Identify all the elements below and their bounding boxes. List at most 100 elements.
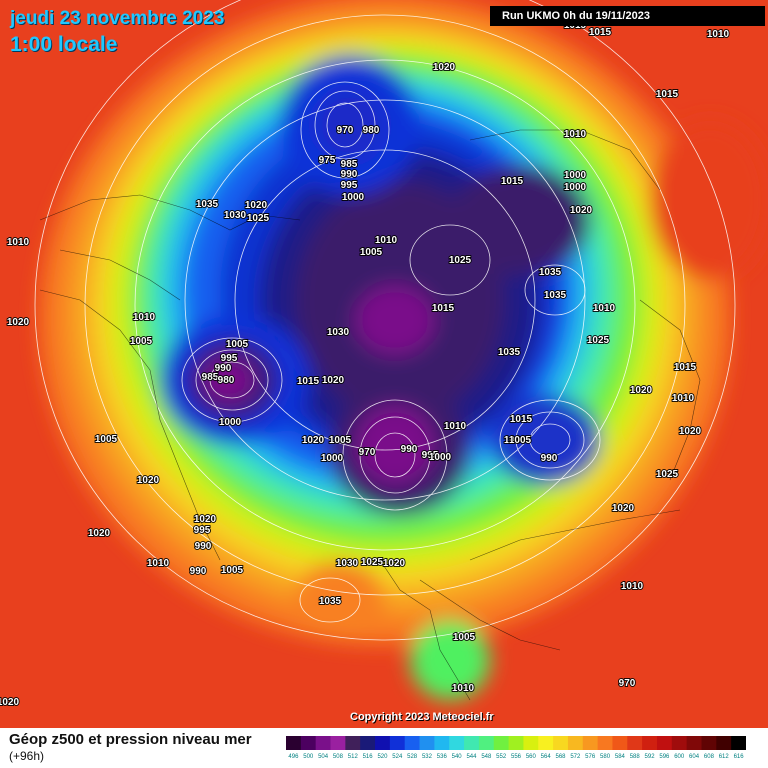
scale-swatch: [642, 736, 658, 750]
isobar-label: 990: [215, 363, 232, 374]
isobar-label: 1010: [564, 129, 587, 140]
isobar-label: 1015: [656, 89, 679, 100]
scale-tick: 500: [303, 754, 314, 760]
scale-swatch: [716, 736, 732, 750]
isobar-label: 1005: [221, 565, 244, 576]
isobar-label: 1020: [0, 697, 20, 708]
isobar-label: 1020: [383, 558, 406, 569]
isobar-label: 1005: [509, 435, 532, 446]
scale-swatch: [434, 736, 450, 750]
isobar-label: 985: [341, 159, 358, 170]
scale-tick: 536: [437, 754, 448, 760]
scale-tick: 588: [630, 754, 641, 760]
isobar-label: 990: [401, 444, 418, 455]
isobar-label: 1000: [429, 452, 452, 463]
isobar-label: 1010: [593, 303, 616, 314]
scale-swatch: [627, 736, 643, 750]
scale-swatch: [300, 736, 317, 750]
scale-tick: 572: [570, 754, 581, 760]
isobar-label: 1000: [342, 192, 365, 203]
isobar-label: 1000: [321, 453, 344, 464]
weather-map: 1015101510101020101510101005970980101097…: [0, 0, 768, 709]
scale-swatch: [404, 736, 421, 750]
isobar-label: 1020: [245, 200, 268, 211]
scale-tick: 600: [674, 754, 685, 760]
scale-tick: 516: [363, 754, 374, 760]
isobar-label: 1010: [621, 581, 644, 592]
scale-tick: 528: [407, 754, 418, 760]
isobar-label: 995: [194, 525, 211, 536]
scale-tick: 520: [377, 754, 388, 760]
isobar-label: 990: [341, 169, 358, 180]
scale-tick: 616: [734, 754, 745, 760]
isobar-label: 1005: [95, 434, 118, 445]
scale-tick: 524: [392, 754, 403, 760]
isobar-label: 970: [359, 447, 376, 458]
scale-swatch: [597, 736, 613, 750]
scale-swatch: [731, 736, 746, 750]
scale-swatch: [419, 736, 435, 750]
scale-swatch: [582, 736, 599, 750]
isobar-label: 1010: [375, 235, 398, 246]
isobar-label: 1015: [297, 376, 320, 387]
isobar-label: 1020: [7, 317, 30, 328]
isobar-label: 1030: [224, 210, 247, 221]
isobar-label: 1020: [570, 205, 593, 216]
isobar-label: 1025: [656, 469, 679, 480]
isobar-label: 1010: [707, 29, 730, 40]
isobar-label: 1010: [444, 421, 467, 432]
scale-swatch: [464, 736, 480, 750]
scale-swatch: [508, 736, 524, 750]
isobar-label: 1010: [452, 683, 475, 694]
scale-swatch: [671, 736, 688, 750]
scale-swatch: [701, 736, 717, 750]
scale-tick: 608: [704, 754, 715, 760]
scale-tick: 548: [481, 754, 492, 760]
color-scale: 496 500 504 508 512 516 520 524 528 532 536 540 544 5…: [286, 736, 746, 760]
isobar-label: 1025: [587, 335, 610, 346]
scale-swatch: [612, 736, 628, 750]
isobar-label: 995: [422, 450, 439, 461]
isobar-label: 990: [541, 453, 558, 464]
isobar-label: 1005: [130, 336, 153, 347]
forecast-time: 1:00 locale: [10, 33, 118, 56]
isobar-label: 1005: [226, 339, 249, 350]
isobar-label: 1000: [564, 182, 587, 193]
isobar-label: 990: [190, 566, 207, 577]
scale-tick: 584: [615, 754, 626, 760]
isobar-label: 1010: [133, 312, 156, 323]
scale-swatch: [315, 736, 332, 750]
copyright-notice: Copyright 2023 Meteociel.fr: [350, 711, 494, 723]
scale-swatch: [478, 736, 495, 750]
scale-tick: 560: [526, 754, 537, 760]
scale-swatch: [567, 736, 584, 750]
isobar-label: 1025: [449, 255, 472, 266]
scale-swatch: [553, 736, 569, 750]
isobar-label: 1005: [360, 247, 383, 258]
isobar-label: 1005: [453, 632, 476, 643]
isobar-label: 1035: [498, 347, 521, 358]
isobar-label: 1020: [88, 528, 111, 539]
scale-swatch: [286, 736, 302, 750]
isobar-label: 1020: [630, 385, 653, 396]
isobar-label: 1015: [510, 414, 533, 425]
isobar-label: 1035: [544, 290, 567, 301]
scale-swatch: [389, 736, 406, 750]
isobar-label: 1000: [219, 417, 242, 428]
isobar-label: 1015: [589, 27, 612, 38]
scale-tick: 532: [422, 754, 433, 760]
scale-tick: 552: [496, 754, 507, 760]
isobar-label: 1000: [564, 170, 587, 181]
isobar-label: 970: [619, 678, 636, 689]
scale-tick: 592: [645, 754, 656, 760]
scale-swatch: [493, 736, 510, 750]
isobar-label: 1020: [194, 514, 217, 525]
scale-tick: 596: [659, 754, 670, 760]
isobar-label: 1020: [612, 503, 635, 514]
isobar-label: 1025: [361, 557, 384, 568]
isobar-label: 990: [195, 541, 212, 552]
isobar-label: 1020: [322, 375, 345, 386]
legend-bar: Géop z500 et pression niveau mer (+96h) …: [0, 728, 768, 768]
isobar-label: 1010: [7, 237, 30, 248]
isobar-label: 1015: [432, 303, 455, 314]
